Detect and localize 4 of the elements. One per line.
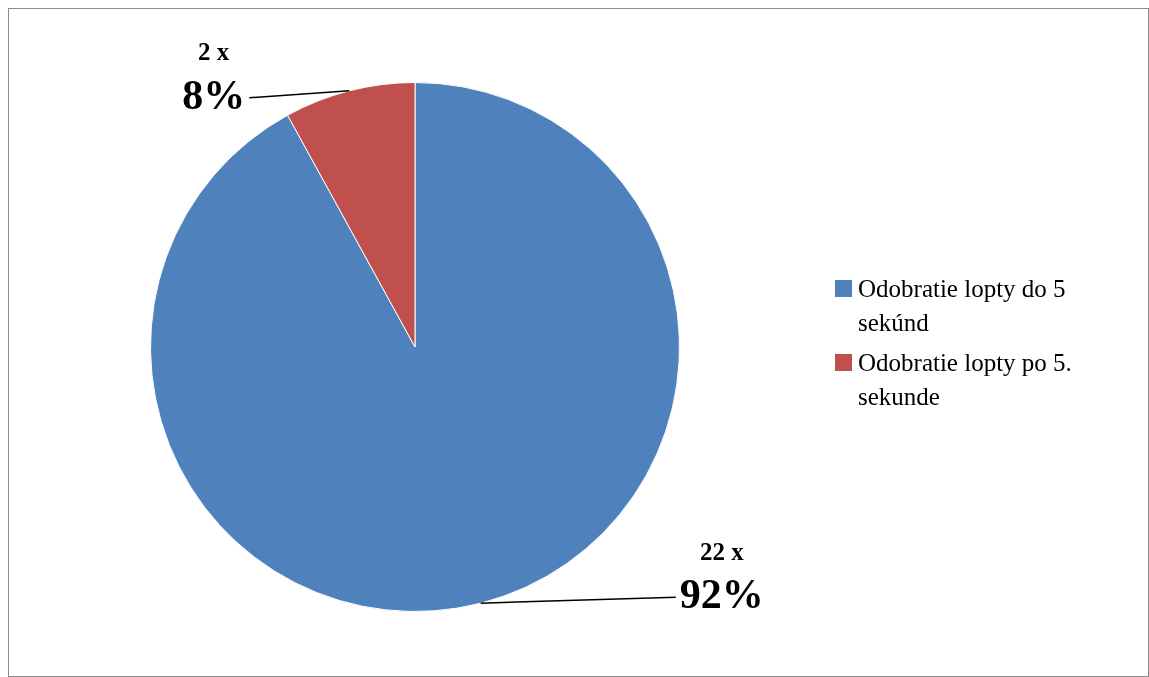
data-label: 22 x 92% [679, 537, 764, 618]
legend-label: Odobratie lopty po 5. sekunde [858, 348, 1073, 412]
data-label: 2 x 8% [182, 38, 246, 118]
legend-label: Odobratie lopty do 5 sekúnd [858, 274, 1067, 338]
